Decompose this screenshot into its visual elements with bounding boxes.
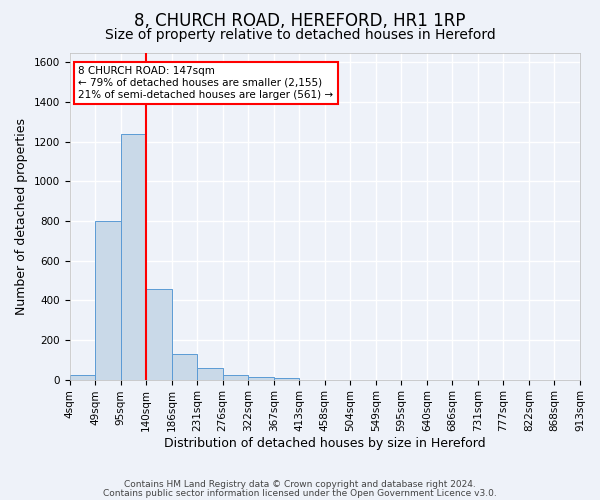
Bar bbox=[95, 221, 121, 380]
Bar bbox=[70, 374, 95, 380]
Bar bbox=[274, 378, 299, 380]
Bar bbox=[223, 374, 248, 380]
Text: Contains HM Land Registry data © Crown copyright and database right 2024.: Contains HM Land Registry data © Crown c… bbox=[124, 480, 476, 489]
Bar bbox=[121, 134, 146, 380]
Text: 8 CHURCH ROAD: 147sqm
← 79% of detached houses are smaller (2,155)
21% of semi-d: 8 CHURCH ROAD: 147sqm ← 79% of detached … bbox=[79, 66, 334, 100]
Text: Size of property relative to detached houses in Hereford: Size of property relative to detached ho… bbox=[104, 28, 496, 42]
Bar bbox=[172, 354, 197, 380]
X-axis label: Distribution of detached houses by size in Hereford: Distribution of detached houses by size … bbox=[164, 437, 485, 450]
Bar bbox=[197, 368, 223, 380]
Text: Contains public sector information licensed under the Open Government Licence v3: Contains public sector information licen… bbox=[103, 489, 497, 498]
Text: 8, CHURCH ROAD, HEREFORD, HR1 1RP: 8, CHURCH ROAD, HEREFORD, HR1 1RP bbox=[134, 12, 466, 30]
Y-axis label: Number of detached properties: Number of detached properties bbox=[15, 118, 28, 314]
Bar bbox=[146, 290, 172, 380]
Bar bbox=[248, 376, 274, 380]
